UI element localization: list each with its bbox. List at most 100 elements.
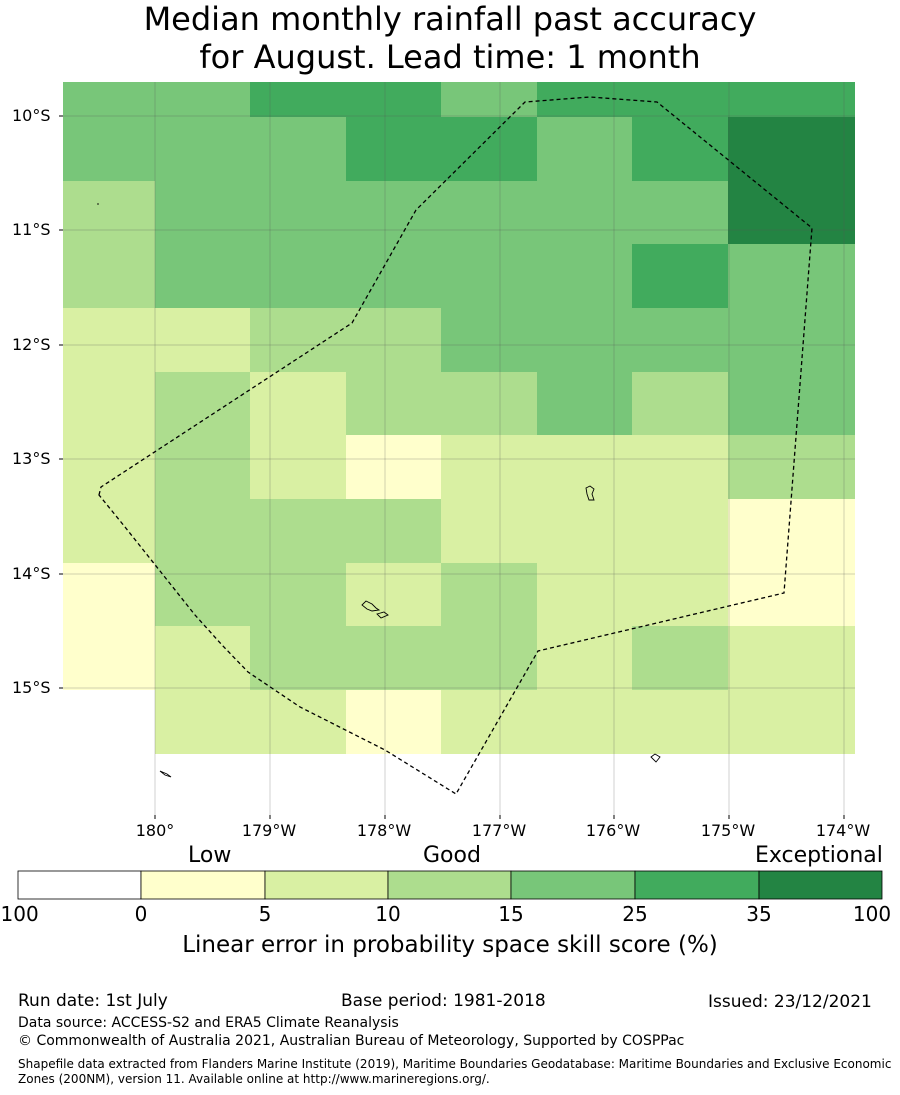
- grid-cell: [441, 82, 537, 117]
- grid-cell: [250, 690, 346, 754]
- grid-cell: [537, 563, 632, 626]
- grid-cell: [155, 372, 250, 435]
- grid-cell: [441, 563, 537, 626]
- grid-cell: [346, 435, 441, 499]
- island-5: [159, 770, 172, 778]
- grid-cell: [155, 117, 250, 181]
- grid-cell: [537, 117, 632, 181]
- colorbar-segment: [264, 870, 389, 900]
- grid-cell: [63, 626, 155, 690]
- run-date: Run date: 1st July: [18, 991, 168, 1011]
- y-tick-14s: 14°S: [12, 564, 51, 583]
- grid-cell: [155, 308, 250, 372]
- grid-cell: [63, 117, 155, 181]
- grid-cell: [155, 690, 250, 754]
- grid-cell: [632, 435, 728, 499]
- grid-cell: [250, 499, 346, 563]
- grid-cell: [728, 626, 855, 690]
- grid-cell: [346, 690, 441, 754]
- grid-cell: [63, 308, 155, 372]
- grid-cell: [250, 82, 346, 117]
- colorbar-tick-5: 5: [258, 902, 272, 926]
- colorbar-word-good: Good: [423, 843, 481, 868]
- x-tick-174w: 174°W: [815, 821, 871, 840]
- issued-date: Issued: 23/12/2021: [708, 992, 872, 1012]
- grid-cell: [346, 181, 441, 244]
- x-tick-176w: 176°W: [585, 821, 641, 840]
- grid-cell: [728, 244, 855, 308]
- island-1: [585, 485, 595, 501]
- grid-cell: [155, 435, 250, 499]
- grid-cell: [632, 499, 728, 563]
- skill-grid: [63, 82, 855, 754]
- grid-cell: [728, 690, 855, 754]
- copyright: © Commonwealth of Australia 2021, Austra…: [18, 1033, 685, 1049]
- grid-cell: [537, 181, 632, 244]
- island-4: [650, 753, 661, 763]
- grid-cell: [728, 372, 855, 435]
- colorbar-segment: [634, 870, 760, 900]
- grid-cell: [250, 435, 346, 499]
- grid-cell: [63, 244, 155, 308]
- colorbar-tick-10: 10: [375, 902, 401, 926]
- x-tick-177w: 177°W: [471, 821, 527, 840]
- colorbar-segment: [387, 870, 512, 900]
- colorbar-tick-35: 35: [746, 902, 772, 926]
- colorbar-segment: [510, 870, 636, 900]
- grid-cell: [632, 244, 728, 308]
- grid-cell: [250, 563, 346, 626]
- grid-cell: [537, 499, 632, 563]
- grid-cell: [63, 372, 155, 435]
- grid-cell: [250, 308, 346, 372]
- grid-cell: [441, 372, 537, 435]
- grid-cell: [155, 499, 250, 563]
- grid-cell: [346, 117, 441, 181]
- y-tick-11s: 11°S: [12, 220, 51, 239]
- base-period: Base period: 1981-2018: [341, 991, 546, 1011]
- island-3: [376, 611, 389, 619]
- colorbar-tick-15: 15: [498, 902, 524, 926]
- grid-cell: [63, 181, 155, 244]
- grid-cell: [346, 244, 441, 308]
- grid-cell: [537, 372, 632, 435]
- grid-cell: [346, 372, 441, 435]
- colorbar-tick-0: 0: [134, 902, 148, 926]
- grid-cell: [632, 690, 728, 754]
- shapefile-credit: Shapefile data extracted from Flanders M…: [18, 1057, 892, 1086]
- grid-cell: [728, 181, 855, 244]
- data-source: Data source: ACCESS-S2 and ERA5 Climate …: [18, 1015, 399, 1031]
- grid-cell: [63, 82, 155, 117]
- grid-cell: [441, 690, 537, 754]
- grid-cell: [728, 499, 855, 563]
- colorbar-tick-100: 100: [852, 902, 892, 926]
- island-outlines: [97, 203, 661, 778]
- colorbar-word-exceptional: Exceptional: [755, 843, 883, 868]
- x-tick-175w: 175°W: [700, 821, 756, 840]
- colorbar-word-low: Low: [188, 843, 232, 868]
- grid-cell: [346, 626, 441, 690]
- grid-cell: [632, 181, 728, 244]
- grid-cell: [441, 499, 537, 563]
- colorbar: [17, 870, 883, 900]
- grid-cell: [346, 308, 441, 372]
- y-tick-10s: 10°S: [12, 106, 51, 125]
- map-title-line1: Median monthly rainfall past accuracy: [143, 0, 757, 38]
- grid-cell: [250, 181, 346, 244]
- grid-cell: [728, 308, 855, 372]
- graticule: [59, 82, 855, 819]
- colorbar-tick-minus100: -100: [0, 902, 39, 926]
- grid-cell: [346, 499, 441, 563]
- colorbar-segment: [140, 870, 266, 900]
- y-tick-12s: 12°S: [12, 335, 51, 354]
- grid-cell: [728, 82, 855, 117]
- eez-boundary: [98, 96, 813, 795]
- grid-cell: [250, 117, 346, 181]
- grid-cell: [537, 690, 632, 754]
- colorbar-label: Linear error in probability space skill …: [182, 932, 718, 958]
- grid-cell: [346, 563, 441, 626]
- grid-cell: [250, 244, 346, 308]
- grid-cell: [441, 181, 537, 244]
- grid-cell: [441, 244, 537, 308]
- grid-cell: [537, 626, 632, 690]
